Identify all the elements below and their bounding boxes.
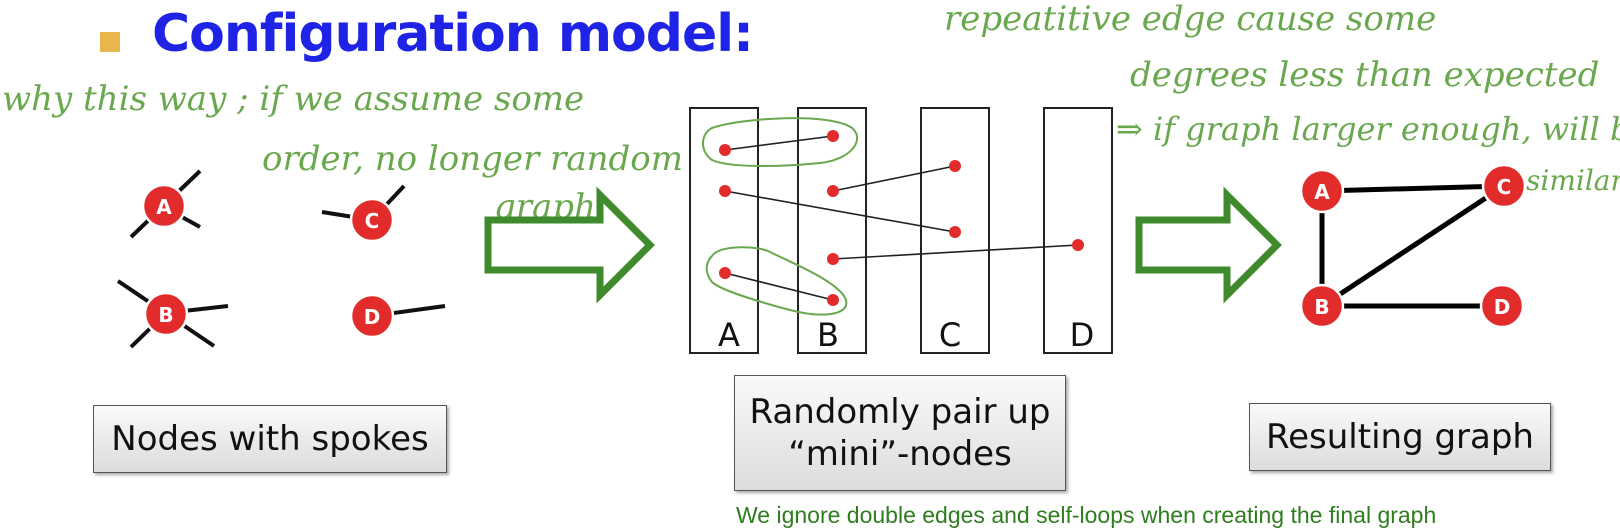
column-c [920, 107, 990, 354]
graph-node-c-label: C [1497, 175, 1512, 199]
column-d-label: D [1070, 316, 1095, 354]
pairing-line [724, 190, 956, 233]
arrow-right-icon [1135, 186, 1282, 304]
annotation-if-graph-larger: ⇒ if graph larger enough, will be [1116, 110, 1620, 148]
column-a [689, 107, 759, 354]
arrow-right-icon [484, 186, 655, 304]
caption-randomly-pair-line1: Randomly pair up [749, 391, 1051, 432]
pairing-line [724, 272, 834, 301]
graph-edge-b-c [1320, 183, 1506, 309]
annotation-repetitive-edge: repeatitive edge cause some [944, 0, 1436, 39]
mini-node [827, 185, 839, 197]
pairing-line [724, 135, 834, 151]
node-c-label: C [365, 209, 380, 233]
caption-nodes-with-spokes-text: Nodes with spokes [111, 418, 429, 459]
node-c-circle [349, 197, 395, 243]
node-c-with-spokes: C [321, 184, 406, 243]
mini-node [719, 185, 731, 197]
node-d-circle [349, 293, 395, 339]
mini-node [827, 294, 839, 306]
caption-nodes-with-spokes: Nodes with spokes [93, 405, 447, 473]
column-d [1043, 107, 1113, 354]
node-d-with-spokes: D [349, 293, 446, 339]
graph-node-a [1299, 168, 1345, 214]
mini-node [1072, 239, 1084, 251]
column-c-label: C [939, 316, 961, 354]
slide-title: Configuration model: [152, 4, 754, 64]
graph-node-d-label: D [1494, 295, 1511, 319]
mini-node [949, 226, 961, 238]
graph-edge-a-c [1321, 183, 1505, 194]
column-a-label: A [718, 316, 740, 354]
graph-node-b-label: B [1314, 295, 1329, 319]
caption-randomly-pair-line2: “mini”-nodes [788, 434, 1012, 474]
caption-randomly-pair: Randomly pair up “mini”-nodes [734, 375, 1066, 491]
column-b [797, 107, 867, 354]
mini-node [827, 130, 839, 142]
annotation-similar: similar [1526, 164, 1620, 197]
mini-node-columns: A B C D [689, 107, 1113, 354]
mini-node [827, 253, 839, 265]
node-a-circle [141, 183, 187, 229]
pairing-line [832, 244, 1079, 260]
graph-node-c [1481, 163, 1527, 209]
resulting-graph: A B C D [1299, 163, 1527, 329]
node-b-label: B [158, 303, 173, 327]
graph-node-b [1299, 283, 1345, 329]
double-edge-loop-top [702, 117, 859, 168]
caption-resulting-graph-text: Resulting graph [1266, 416, 1534, 457]
annotation-degrees-less: degrees less than expected [1130, 55, 1599, 95]
caption-resulting-graph: Resulting graph [1249, 403, 1551, 471]
graph-node-a-label: A [1314, 180, 1330, 204]
footnote: We ignore double edges and self-loops wh… [736, 502, 1437, 528]
node-a-label: A [156, 195, 172, 219]
title-bullet-icon [100, 32, 120, 52]
mini-node [949, 160, 961, 172]
node-a-with-spokes: A [129, 169, 202, 239]
pairing-line [832, 165, 956, 192]
column-b-label: B [817, 316, 839, 354]
node-b-circle [143, 291, 189, 337]
annotation-why-this-way: why this way ; if we assume some [2, 79, 584, 119]
node-d-label: D [364, 305, 381, 329]
mini-node [719, 267, 731, 279]
graph-node-d [1479, 283, 1525, 329]
annotation-no-longer-random: order, no longer random [262, 139, 683, 179]
double-edge-loop-bottom [705, 246, 848, 316]
node-b-with-spokes: B [116, 279, 229, 349]
mini-node [719, 144, 731, 156]
